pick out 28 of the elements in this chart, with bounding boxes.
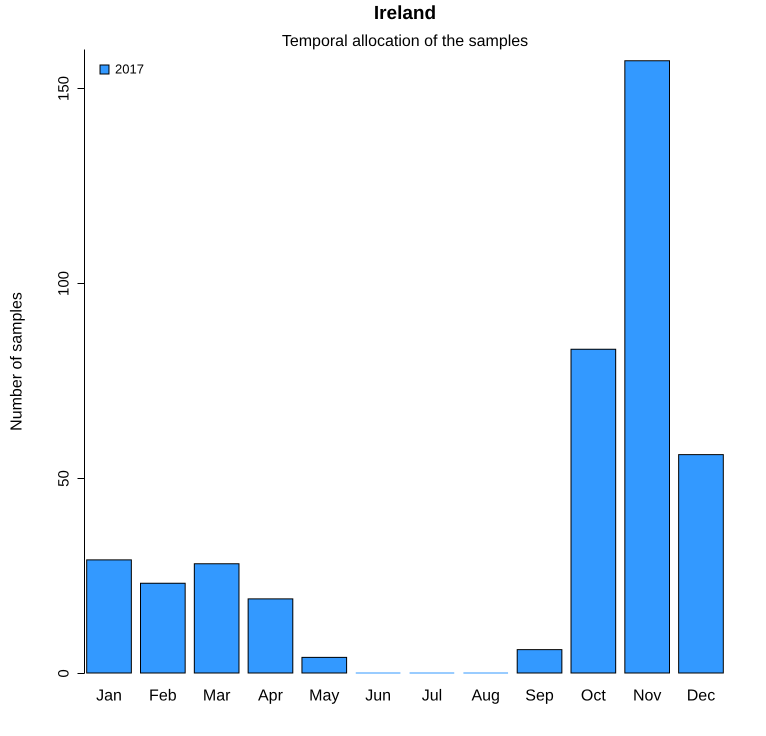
bar xyxy=(301,656,348,674)
y-tick-label: 0 xyxy=(56,669,72,678)
bar xyxy=(624,60,670,674)
y-tick-label: 100 xyxy=(56,270,72,296)
x-tick-label: Jul xyxy=(422,688,442,704)
bar xyxy=(516,649,562,674)
y-tick-label: 50 xyxy=(56,470,72,487)
x-tick-label: Oct xyxy=(580,688,606,704)
x-tick-label: Aug xyxy=(471,688,500,704)
chart-subtitle: Temporal allocation of the samples xyxy=(282,33,528,50)
x-tick-label: Apr xyxy=(258,688,284,704)
x-tick-label: Sep xyxy=(525,688,554,704)
x-tick-label: Dec xyxy=(686,688,716,704)
bar xyxy=(140,582,186,674)
x-tick-label: Jan xyxy=(96,688,122,704)
legend-label: 2017 xyxy=(115,62,144,76)
bar xyxy=(678,454,724,674)
x-tick-label: May xyxy=(309,688,340,704)
x-tick-label: Jun xyxy=(365,688,391,704)
y-axis-title: Number of samples xyxy=(8,292,26,431)
chart-title: Ireland xyxy=(374,3,436,24)
bar xyxy=(570,348,616,674)
x-tick-label: Nov xyxy=(632,688,662,704)
y-tick-label: 150 xyxy=(56,76,72,102)
bar xyxy=(194,563,240,674)
x-tick-label: Feb xyxy=(149,688,177,704)
x-tick-label: Mar xyxy=(202,688,232,704)
bar xyxy=(248,598,294,674)
